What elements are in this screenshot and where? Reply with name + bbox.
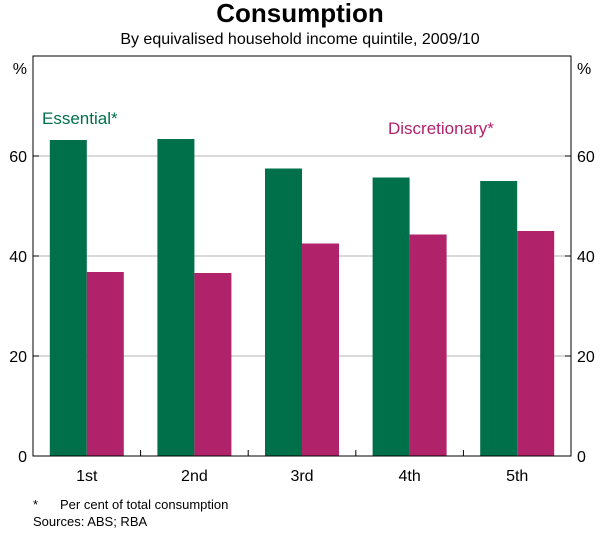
y-tick-label-left: 20 (9, 349, 27, 366)
x-tick-label: 2nd (181, 468, 208, 485)
x-tick-label: 5th (506, 468, 528, 485)
legend-essential: Essential* (42, 109, 118, 128)
chart-title: Consumption (216, 0, 384, 28)
chart-subtitle: By equivalised household income quintile… (120, 31, 480, 48)
bar-discretionary (409, 234, 447, 456)
y-tick-label-left: 60 (9, 149, 27, 166)
footnote-marker: * (33, 497, 39, 512)
y-axis-unit-right: % (577, 61, 591, 78)
y-tick-label-right: 60 (577, 149, 595, 166)
x-tick-label: 1st (76, 468, 98, 485)
bar-essential (372, 177, 410, 456)
x-tick-label: 4th (398, 468, 420, 485)
footnote: * Per cent of total consumption (33, 497, 228, 512)
bar-essential (265, 168, 302, 456)
bar-discretionary (302, 243, 339, 456)
bar-essential (49, 140, 87, 456)
x-tick-label: 3rd (290, 468, 313, 485)
footnote-text: Per cent of total consumption (60, 497, 229, 512)
bar-discretionary (194, 273, 232, 456)
legend-discretionary: Discretionary* (388, 119, 494, 138)
y-tick-label-left: 40 (9, 249, 27, 266)
bar-discretionary (517, 231, 555, 456)
y-tick-label-right: 0 (577, 449, 586, 466)
bar-discretionary (86, 272, 124, 456)
y-tick-label-left: 0 (18, 449, 27, 466)
y-tick-label-right: 20 (577, 349, 595, 366)
y-axis-unit-left: % (13, 61, 27, 78)
bar-essential (480, 181, 518, 456)
sources: Sources: ABS; RBA (33, 514, 148, 529)
y-tick-label-right: 40 (577, 249, 595, 266)
bar-essential (157, 139, 195, 456)
